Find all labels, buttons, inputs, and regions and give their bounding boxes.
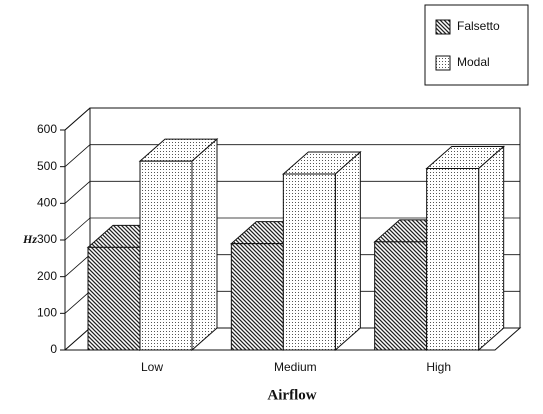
x-axis-label: Airflow [267,387,316,403]
y-tick-label: 500 [37,159,57,173]
grid-line [64,107,520,131]
y-axis-label: Hz [22,232,37,246]
x-tick-label: Medium [274,360,317,374]
bar [282,150,362,352]
bar [425,145,505,352]
legend-label: Falsetto [457,19,500,33]
x-tick-label: Low [141,360,163,374]
legend-label: Modal [457,55,490,69]
x-tick-label: High [426,360,451,374]
legend-swatch [435,19,451,35]
y-tick-label: 200 [37,269,57,283]
bar [138,138,219,352]
y-tick-label: 400 [37,196,57,210]
legend-swatch [435,55,451,71]
y-tick-label: 0 [50,342,57,356]
grid-line [64,217,520,241]
grid-line [64,144,520,167]
y-tick-label: 600 [37,122,57,136]
legend: Falsetto Modal [424,4,529,86]
grid-line [64,180,520,204]
y-tick-label: 100 [37,306,57,320]
y-tick-label: 300 [37,232,57,246]
